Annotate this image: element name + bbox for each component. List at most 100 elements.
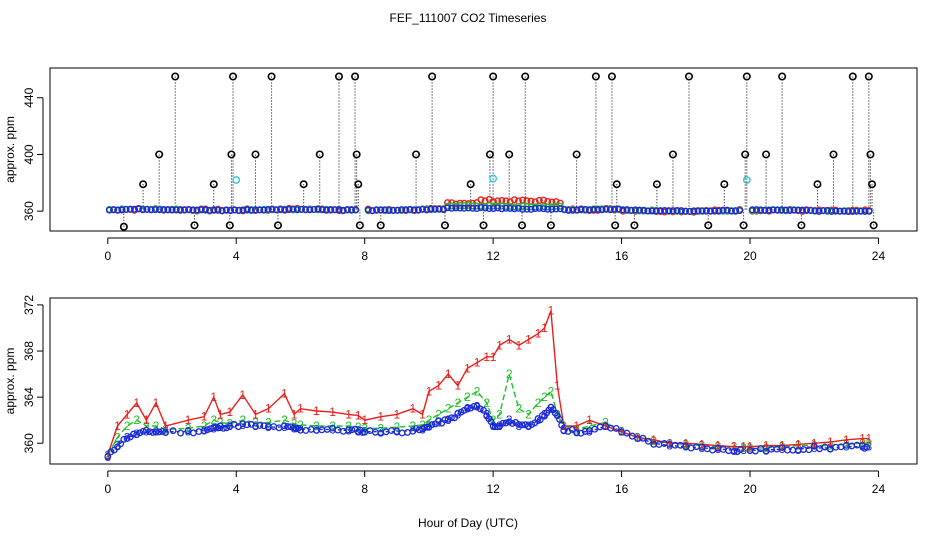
raw-point-blue xyxy=(665,207,673,215)
series-marker-level-1: 1 xyxy=(410,402,417,416)
series-marker-level-3: 3 xyxy=(795,442,802,456)
series-marker-level-1: 1 xyxy=(185,413,192,427)
series-marker-level-3: 3 xyxy=(377,425,384,439)
raw-point-blue xyxy=(727,207,735,215)
raw-point-blue xyxy=(151,206,159,214)
spike-point xyxy=(267,72,276,81)
series-marker-level-2: 2 xyxy=(419,418,426,432)
raw-point-blue xyxy=(823,206,831,214)
series-marker-level-3: 3 xyxy=(586,425,593,439)
raw-point-blue xyxy=(243,206,251,214)
raw-point-blue xyxy=(172,206,180,214)
spike-point xyxy=(742,72,751,81)
raw-point-blue xyxy=(456,204,464,212)
top-panel-marks xyxy=(105,72,878,231)
raw-point-blue xyxy=(573,206,581,214)
series-marker-level-3: 3 xyxy=(763,443,770,457)
series-marker-level-3: 3 xyxy=(239,418,246,432)
raw-point-blue xyxy=(807,206,815,214)
series-marker-level-1: 1 xyxy=(419,407,426,421)
level-3-point xyxy=(219,424,227,432)
series-marker-level-1: 1 xyxy=(226,405,233,419)
raw-point-blue xyxy=(201,206,209,214)
level-3-point xyxy=(573,429,581,437)
spike-point xyxy=(355,221,364,230)
series-marker-level-1: 1 xyxy=(515,338,522,352)
spike-point xyxy=(739,221,748,230)
raw-point-blue xyxy=(260,206,268,214)
spike-point xyxy=(612,180,621,189)
x-tick-label: 20 xyxy=(743,249,757,263)
raw-point-red xyxy=(552,198,560,206)
raw-point-blue xyxy=(723,206,731,214)
raw-point-blue xyxy=(155,206,163,214)
level-3-point xyxy=(177,429,185,437)
y-tick-label: 440 xyxy=(22,87,36,107)
spike-point xyxy=(630,221,639,230)
raw-point-blue xyxy=(268,205,276,213)
raw-point-blue xyxy=(256,206,264,214)
raw-point-red xyxy=(540,196,548,204)
raw-point-blue xyxy=(565,206,573,214)
raw-point-blue xyxy=(489,205,497,213)
raw-point-blue xyxy=(832,207,840,215)
series-marker-level-1: 1 xyxy=(490,350,497,364)
spike-point xyxy=(354,180,363,189)
series-marker-level-1: 1 xyxy=(361,413,368,427)
series-marker-level-3: 3 xyxy=(410,424,417,438)
level-3-point xyxy=(120,435,128,443)
raw-point-blue xyxy=(135,205,143,213)
raw-point-blue xyxy=(540,205,548,213)
raw-point-blue xyxy=(252,206,260,214)
raw-point-blue xyxy=(235,206,243,214)
raw-point-blue xyxy=(222,206,230,214)
series-marker-level-1: 1 xyxy=(114,419,121,433)
series-marker-level-2: 2 xyxy=(454,396,461,410)
level-3-point xyxy=(730,448,738,455)
level-3-point xyxy=(736,446,744,454)
spike-point xyxy=(376,221,385,230)
raw-point-red xyxy=(510,196,518,204)
spike-point xyxy=(489,72,498,81)
figure-title: FEF_111007 CO2 Timeseries xyxy=(390,11,547,25)
series-marker-level-2: 2 xyxy=(410,419,417,433)
raw-point-blue xyxy=(272,206,280,214)
spike-point xyxy=(778,72,787,81)
series-marker-level-3: 3 xyxy=(843,440,850,454)
level-3-point xyxy=(428,421,436,428)
series-marker-level-1: 1 xyxy=(541,321,548,335)
spike-point xyxy=(352,150,361,159)
series-marker-level-1: 1 xyxy=(252,407,259,421)
raw-point-blue xyxy=(786,207,794,215)
series-marker-level-1: 1 xyxy=(795,437,802,451)
spike-point xyxy=(227,150,236,159)
raw-point-blue xyxy=(373,206,381,214)
level-3-point xyxy=(284,423,292,431)
raw-point-blue xyxy=(702,207,710,215)
raw-point-blue xyxy=(452,204,460,212)
raw-point-blue xyxy=(598,206,606,214)
raw-point-blue xyxy=(690,207,698,215)
flagged-point xyxy=(742,176,751,184)
raw-point-blue xyxy=(247,206,255,214)
raw-point-blue xyxy=(110,206,118,214)
spike-point xyxy=(299,180,308,189)
level-3-point xyxy=(778,444,786,452)
series-marker-level-3: 3 xyxy=(827,441,834,455)
raw-point-blue xyxy=(548,205,556,213)
spike-point xyxy=(521,72,530,81)
level-3-point xyxy=(451,414,459,422)
series-marker-level-1: 1 xyxy=(506,333,513,347)
spike-point xyxy=(315,150,324,159)
raw-point-red xyxy=(548,198,556,206)
raw-point-blue xyxy=(677,207,685,215)
spike-point xyxy=(652,180,661,189)
spike-point xyxy=(685,72,694,81)
spike-point xyxy=(155,150,164,159)
raw-point-blue xyxy=(281,206,289,214)
spike-point xyxy=(428,72,437,81)
series-marker-level-3: 3 xyxy=(329,422,336,436)
raw-point-blue xyxy=(811,207,819,215)
raw-point-blue xyxy=(226,206,234,214)
series-marker-level-3: 3 xyxy=(779,442,786,456)
